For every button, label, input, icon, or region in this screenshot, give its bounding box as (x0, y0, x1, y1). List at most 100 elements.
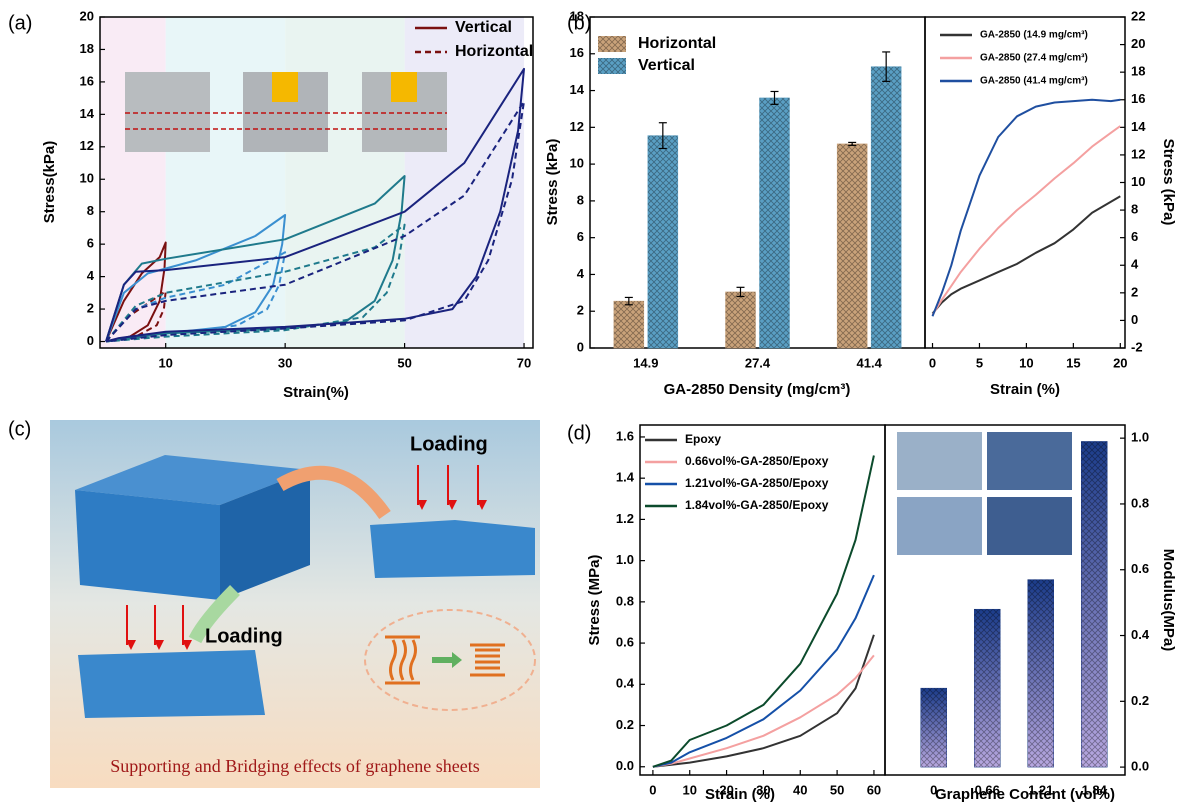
y-tick-label: 1.4 (616, 470, 635, 485)
foam-front (75, 490, 220, 600)
y-tick-label: 0.0 (616, 758, 634, 773)
photo (897, 432, 982, 490)
bar-hatch (871, 67, 901, 348)
x-tick-label: 0 (930, 782, 937, 797)
y-tick-label: 12 (1131, 146, 1145, 161)
y-tick-label: 0.4 (1131, 627, 1150, 642)
x-tick-label: 27.4 (745, 355, 771, 370)
photo (125, 72, 210, 152)
photo (897, 497, 982, 555)
bar-hatch (1028, 580, 1054, 768)
legend-label: 1.84vol%-GA-2850/Epoxy (685, 498, 829, 512)
y-axis-title: Stress (kPa) (544, 139, 561, 226)
y-tick-label: 14 (570, 82, 585, 97)
x-axis-title: Strain (%) (990, 381, 1060, 398)
y-tick-label: 16 (570, 45, 584, 60)
y-tick-label: -2 (1131, 339, 1143, 354)
y-tick-label: 8 (1131, 202, 1138, 217)
legend-label: GA-2850 (14.9 mg/cm³) (980, 30, 1088, 41)
line-series (933, 100, 1121, 316)
legend-label: Vertical (455, 19, 512, 36)
y-tick-label: 0.4 (616, 676, 635, 691)
bar-hatch (760, 98, 790, 348)
x-axis-title: GA-2850 Density (mg/cm³) (664, 381, 851, 398)
arrow-icon (391, 72, 417, 102)
y-tick-label: 20 (1131, 36, 1145, 51)
legend-label: Vertical (638, 57, 695, 74)
legend-label: GA-2850 (41.4 mg/cm³) (980, 76, 1088, 87)
y-tick-label: 20 (80, 8, 94, 23)
y-tick-label: 0.6 (1131, 561, 1149, 576)
bar-hatch (974, 609, 1000, 767)
x-tick-label: 50 (397, 355, 411, 370)
legend-label: 1.21vol%-GA-2850/Epoxy (685, 476, 829, 490)
y-tick-label: 0 (87, 333, 94, 348)
panel-label: (c) (8, 418, 31, 440)
legend-label: Epoxy (685, 432, 721, 446)
y-tick-label: 2 (87, 300, 94, 315)
y-tick-label: 16 (1131, 91, 1145, 106)
legend-label: GA-2850 (27.4 mg/cm³) (980, 53, 1088, 64)
loading-label: Loading (410, 433, 488, 455)
y-tick-label: 2 (577, 303, 584, 318)
y-tick-label: 0.6 (616, 635, 634, 650)
line-series (653, 575, 874, 767)
y-tick-label: 14 (80, 106, 95, 121)
legend-label: Horizontal (455, 43, 533, 60)
legend-label: 0.66vol%-GA-2850/Epoxy (685, 454, 829, 468)
y-tick-label: 4 (577, 266, 585, 281)
x-axis-title: Strain (%) (705, 786, 775, 803)
x-tick-label: 60 (867, 782, 881, 797)
y-tick-label: 2 (1131, 284, 1138, 299)
y-tick-label: 8 (87, 203, 94, 218)
bar-hatch (837, 144, 867, 348)
y-axis-title: Stress (kPa) (1160, 139, 1177, 226)
x-tick-label: 0.66 (975, 782, 1000, 797)
y-tick-label: 12 (570, 119, 584, 134)
panel-label: (b) (567, 12, 591, 34)
y-axis-title: Stress (MPa) (586, 555, 603, 646)
x-tick-label: 40 (793, 782, 807, 797)
line-series (653, 635, 874, 767)
foam-compressed (78, 650, 265, 718)
x-tick-label: 20 (1113, 355, 1127, 370)
y-tick-label: 0 (1131, 312, 1138, 327)
y-tick-label: 0.2 (616, 717, 634, 732)
y-tick-label: 1.0 (616, 552, 634, 567)
region (100, 17, 166, 348)
panel-label: (d) (567, 422, 591, 444)
line-series (653, 655, 874, 766)
foam-compressed (370, 520, 535, 578)
x-tick-label: 1.21 (1028, 782, 1053, 797)
y-tick-label: 18 (1131, 64, 1145, 79)
x-tick-label: 14.9 (633, 355, 658, 370)
y-axis-title: Stress(kPa) (41, 141, 58, 224)
x-tick-label: 10 (683, 782, 697, 797)
y-tick-label: 0.2 (1131, 693, 1149, 708)
y-tick-label: 6 (87, 236, 94, 251)
y-tick-label: 18 (80, 41, 94, 56)
y-tick-label: 1.2 (616, 511, 634, 526)
x-tick-label: 10 (158, 355, 172, 370)
line-series (933, 196, 1121, 313)
y-tick-label: 8 (577, 192, 584, 207)
y-tick-label: 14 (1131, 119, 1146, 134)
arrow-icon (272, 72, 298, 102)
y-tick-label: 0 (577, 339, 584, 354)
x-tick-label: 0 (929, 355, 936, 370)
y-tick-label: 4 (87, 268, 95, 283)
y-tick-label: 0.0 (1131, 759, 1149, 774)
line-series (933, 126, 1121, 315)
region (285, 17, 404, 348)
bar-hatch (648, 136, 678, 348)
y-tick-label: 10 (80, 171, 94, 186)
x-axis-title: Strain(%) (283, 384, 349, 401)
bar-hatch (921, 688, 947, 767)
y-tick-label: 0.8 (616, 593, 634, 608)
figure: Loading Loading Supporting and Bridging … (0, 0, 1182, 803)
y-tick-label: 16 (80, 73, 94, 88)
bar-hatch (1081, 441, 1107, 767)
photo (987, 432, 1072, 490)
loading-label: Loading (205, 625, 283, 647)
caption: Supporting and Bridging effects of graph… (110, 756, 480, 776)
